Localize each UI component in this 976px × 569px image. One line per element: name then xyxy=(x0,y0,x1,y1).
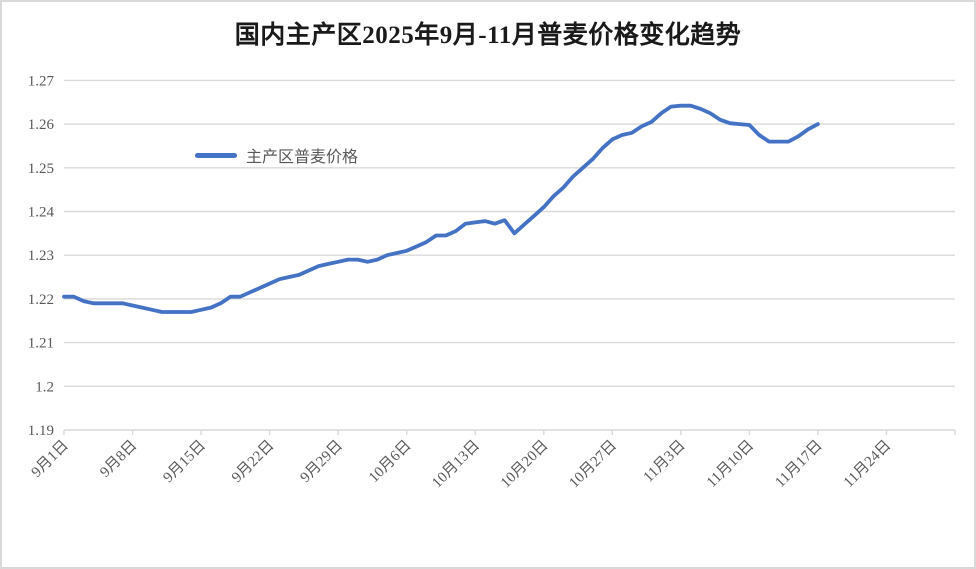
y-tick-label: 1.26 xyxy=(28,117,55,133)
x-tick-label: 10月6日 xyxy=(366,438,414,486)
y-tick-label: 1.2 xyxy=(35,379,54,395)
x-tick-label: 9月8日 xyxy=(97,438,140,481)
legend: 主产区普麦价格 xyxy=(195,143,358,167)
y-tick-label: 1.25 xyxy=(28,161,54,177)
x-tick-label: 9月29日 xyxy=(298,438,346,486)
x-tick-label: 10月13日 xyxy=(429,438,483,492)
x-tick-label: 10月20日 xyxy=(498,438,552,492)
x-tick-label: 11月10日 xyxy=(704,438,757,491)
y-tick-label: 1.19 xyxy=(28,423,54,439)
y-tick-label: 1.23 xyxy=(28,248,54,264)
price-line xyxy=(62,103,820,314)
chart-title: 国内主产区2025年9月-11月普麦价格变化趋势 xyxy=(234,22,742,49)
x-tick-label: 10月27日 xyxy=(566,438,620,492)
legend-line-swatch xyxy=(195,152,237,158)
y-tick-label: 1.22 xyxy=(28,292,54,308)
y-tick-label: 1.24 xyxy=(28,205,55,221)
x-tick-label: 11月17日 xyxy=(772,438,825,491)
x-tick-label: 9月15日 xyxy=(160,438,208,486)
x-tick-label: 11月24日 xyxy=(841,438,894,491)
x-tick-label: 9月1日 xyxy=(29,438,72,481)
x-tick-label: 9月22日 xyxy=(229,438,277,486)
y-tick-label: 1.27 xyxy=(28,73,55,89)
legend-label: 主产区普麦价格 xyxy=(246,149,359,166)
y-tick-label: 1.21 xyxy=(28,336,54,352)
x-tick-label: 11月3日 xyxy=(641,438,689,486)
